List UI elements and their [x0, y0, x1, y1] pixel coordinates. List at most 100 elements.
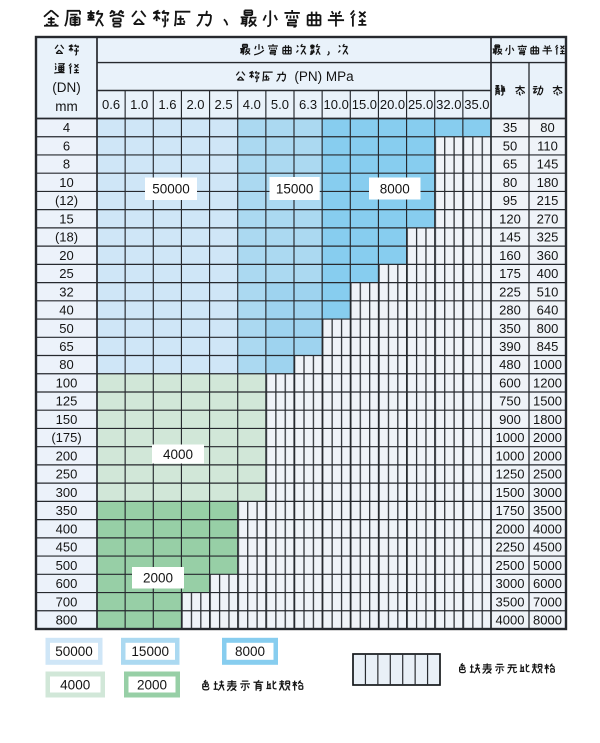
svg-text:2000: 2000 — [496, 521, 525, 536]
svg-text:125: 125 — [56, 394, 78, 409]
svg-text:25.0: 25.0 — [408, 97, 433, 112]
svg-text:450: 450 — [56, 540, 78, 555]
svg-text:80: 80 — [503, 175, 517, 190]
svg-text:4000: 4000 — [60, 677, 90, 692]
svg-text:50000: 50000 — [55, 644, 93, 659]
svg-text:(18): (18) — [55, 230, 78, 245]
svg-text:65: 65 — [59, 339, 73, 354]
svg-text:1000: 1000 — [533, 357, 562, 372]
svg-text:20.0: 20.0 — [380, 97, 405, 112]
svg-text:1000: 1000 — [496, 430, 525, 445]
svg-text:270: 270 — [537, 211, 559, 226]
svg-text:35.0: 35.0 — [464, 97, 489, 112]
svg-text:350: 350 — [499, 321, 521, 336]
svg-text:2000: 2000 — [533, 430, 562, 445]
svg-text:50: 50 — [59, 321, 73, 336]
svg-text:65: 65 — [503, 157, 517, 172]
svg-text:400: 400 — [537, 266, 559, 281]
svg-text:2500: 2500 — [496, 558, 525, 573]
svg-text:4.0: 4.0 — [243, 97, 261, 112]
svg-text:25: 25 — [59, 266, 73, 281]
svg-text:110: 110 — [537, 138, 558, 153]
svg-text:175: 175 — [499, 266, 521, 281]
svg-text:250: 250 — [56, 467, 78, 482]
svg-text:1500: 1500 — [533, 394, 562, 409]
svg-text:150: 150 — [56, 412, 78, 427]
svg-text:120: 120 — [499, 211, 521, 226]
svg-text:32.0: 32.0 — [436, 97, 461, 112]
svg-text:640: 640 — [537, 303, 559, 318]
svg-text:32: 32 — [59, 284, 73, 299]
svg-text:2.0: 2.0 — [186, 97, 204, 112]
svg-text:15.0: 15.0 — [352, 97, 377, 112]
svg-text:1000: 1000 — [496, 448, 525, 463]
svg-text:325: 325 — [537, 230, 559, 245]
svg-text:50: 50 — [503, 138, 517, 153]
svg-text:2000: 2000 — [533, 448, 562, 463]
svg-text:40: 40 — [59, 303, 73, 318]
svg-text:200: 200 — [56, 448, 78, 463]
svg-text:225: 225 — [499, 284, 521, 299]
svg-text:300: 300 — [56, 485, 78, 500]
svg-text:1500: 1500 — [496, 485, 525, 500]
svg-text:8: 8 — [63, 157, 70, 172]
svg-text:10.0: 10.0 — [324, 97, 349, 112]
svg-text:360: 360 — [537, 248, 559, 263]
svg-text:145: 145 — [499, 230, 521, 245]
svg-text:100: 100 — [56, 376, 78, 391]
svg-text:4000: 4000 — [533, 521, 562, 536]
svg-text:2000: 2000 — [143, 571, 173, 586]
svg-text:700: 700 — [56, 594, 78, 609]
svg-text:1800: 1800 — [533, 412, 562, 427]
svg-text:350: 350 — [56, 503, 78, 518]
svg-text:1.0: 1.0 — [130, 97, 148, 112]
svg-text:(PN) MPa: (PN) MPa — [294, 69, 354, 84]
svg-text:8000: 8000 — [235, 644, 265, 659]
svg-text:6: 6 — [63, 138, 70, 153]
svg-text:600: 600 — [56, 576, 78, 591]
svg-text:1250: 1250 — [496, 467, 525, 482]
svg-text:510: 510 — [537, 284, 559, 299]
svg-text:1750: 1750 — [496, 503, 525, 518]
svg-text:6.3: 6.3 — [299, 97, 317, 112]
svg-text:4000: 4000 — [163, 447, 193, 462]
svg-text:215: 215 — [537, 193, 559, 208]
svg-text:0.6: 0.6 — [102, 97, 120, 112]
svg-text:900: 900 — [499, 412, 521, 427]
svg-text:160: 160 — [499, 248, 521, 263]
svg-text:15000: 15000 — [276, 181, 314, 196]
svg-text:3000: 3000 — [496, 576, 525, 591]
svg-text:145: 145 — [537, 157, 559, 172]
svg-text:2500: 2500 — [533, 467, 562, 482]
svg-text:280: 280 — [499, 303, 521, 318]
svg-text:1.6: 1.6 — [158, 97, 176, 112]
svg-text:800: 800 — [537, 321, 559, 336]
svg-text:2000: 2000 — [137, 677, 167, 692]
svg-text:7000: 7000 — [533, 594, 562, 609]
svg-text:3000: 3000 — [533, 485, 562, 500]
svg-text:1200: 1200 — [533, 376, 562, 391]
svg-text:845: 845 — [537, 339, 559, 354]
svg-text:5.0: 5.0 — [271, 97, 289, 112]
svg-text:2250: 2250 — [496, 540, 525, 555]
svg-text:(DN): (DN) — [52, 80, 81, 95]
svg-text:mm: mm — [55, 99, 78, 114]
svg-text:800: 800 — [56, 613, 78, 628]
svg-text:15: 15 — [59, 211, 73, 226]
svg-text:2.5: 2.5 — [215, 97, 233, 112]
svg-text:15000: 15000 — [131, 644, 169, 659]
svg-text:4: 4 — [63, 120, 70, 135]
svg-text:480: 480 — [499, 357, 521, 372]
svg-text:95: 95 — [503, 193, 517, 208]
svg-text:500: 500 — [56, 558, 78, 573]
svg-text:600: 600 — [499, 376, 521, 391]
svg-text:50000: 50000 — [152, 182, 190, 197]
svg-text:80: 80 — [540, 120, 554, 135]
svg-text:390: 390 — [499, 339, 521, 354]
svg-text:35: 35 — [503, 120, 517, 135]
svg-text:3500: 3500 — [496, 594, 525, 609]
svg-text:10: 10 — [59, 175, 73, 190]
svg-text:6000: 6000 — [533, 576, 562, 591]
svg-text:8000: 8000 — [380, 181, 410, 196]
svg-text:4500: 4500 — [533, 540, 562, 555]
